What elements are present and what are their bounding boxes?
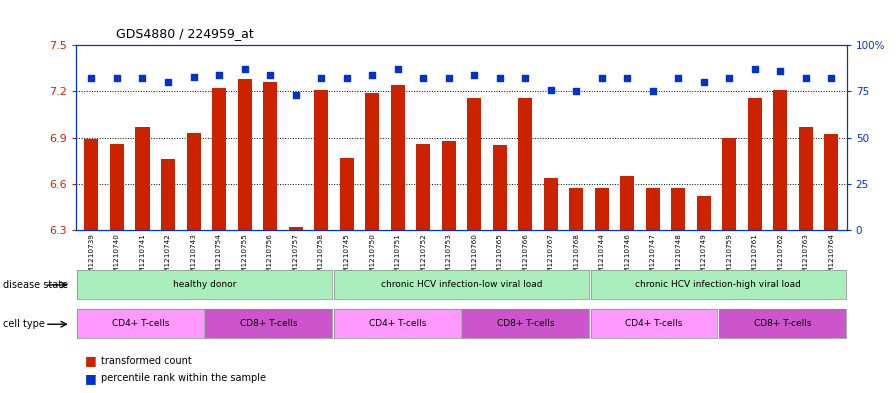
Bar (366, 93, 379, 230)
Bar (722, 138, 737, 230)
Text: healthy donor: healthy donor (173, 280, 237, 289)
Point (340, 75, 354, 82)
Point (110, 75, 125, 82)
Bar (518, 97, 532, 230)
Point (620, 75, 634, 82)
Text: transformed count: transformed count (101, 356, 192, 366)
Point (161, 79, 176, 85)
Point (237, 66, 252, 72)
Point (798, 75, 813, 82)
Bar (186, 133, 201, 230)
Point (442, 75, 456, 82)
Point (365, 72, 379, 78)
Point (391, 66, 405, 72)
Point (569, 88, 583, 94)
Point (186, 73, 201, 80)
Bar (467, 97, 481, 230)
Bar (824, 134, 839, 230)
Bar (799, 127, 813, 230)
Bar (212, 88, 226, 230)
Text: CD8+ T-cells: CD8+ T-cells (240, 320, 297, 328)
Text: disease state: disease state (3, 280, 68, 290)
Bar (314, 90, 328, 230)
Bar (646, 188, 659, 230)
Bar (442, 141, 456, 230)
Text: CD8+ T-cells: CD8+ T-cells (754, 320, 811, 328)
Text: cell type: cell type (3, 319, 45, 329)
Point (467, 72, 481, 78)
Bar (289, 227, 303, 230)
Bar (595, 188, 608, 230)
Point (824, 75, 839, 82)
Point (211, 72, 226, 78)
Text: CD8+ T-cells: CD8+ T-cells (497, 320, 555, 328)
Point (416, 75, 430, 82)
Point (314, 75, 328, 82)
Point (595, 75, 609, 82)
Text: CD4+ T-cells: CD4+ T-cells (368, 320, 426, 328)
Bar (569, 188, 583, 230)
Point (493, 75, 507, 82)
Text: CD4+ T-cells: CD4+ T-cells (112, 320, 169, 328)
Point (697, 79, 711, 85)
Bar (748, 97, 762, 230)
Bar (237, 79, 252, 230)
Bar (391, 85, 405, 230)
Point (747, 66, 762, 72)
Bar (544, 178, 557, 230)
Bar (493, 145, 507, 230)
Bar (773, 90, 788, 230)
Bar (263, 82, 277, 230)
Bar (697, 196, 711, 230)
Text: percentile rank within the sample: percentile rank within the sample (101, 373, 266, 383)
Point (135, 75, 150, 82)
Point (263, 72, 277, 78)
Bar (340, 158, 354, 230)
Point (84, 75, 99, 82)
Text: chronic HCV infection-low viral load: chronic HCV infection-low viral load (381, 280, 542, 289)
Text: ■: ■ (85, 371, 97, 385)
Text: chronic HCV infection-high viral load: chronic HCV infection-high viral load (635, 280, 801, 289)
Bar (135, 127, 150, 230)
Point (671, 75, 685, 82)
Bar (416, 144, 430, 230)
Bar (161, 159, 175, 230)
Point (646, 88, 660, 94)
Text: CD4+ T-cells: CD4+ T-cells (625, 320, 683, 328)
Point (544, 86, 558, 93)
Point (518, 75, 532, 82)
Point (773, 68, 788, 74)
Text: ■: ■ (85, 354, 97, 367)
Text: GDS4880 / 224959_at: GDS4880 / 224959_at (116, 28, 254, 40)
Point (289, 92, 303, 98)
Bar (84, 139, 99, 230)
Bar (620, 176, 634, 230)
Bar (671, 188, 685, 230)
Bar (110, 144, 124, 230)
Point (722, 75, 737, 82)
